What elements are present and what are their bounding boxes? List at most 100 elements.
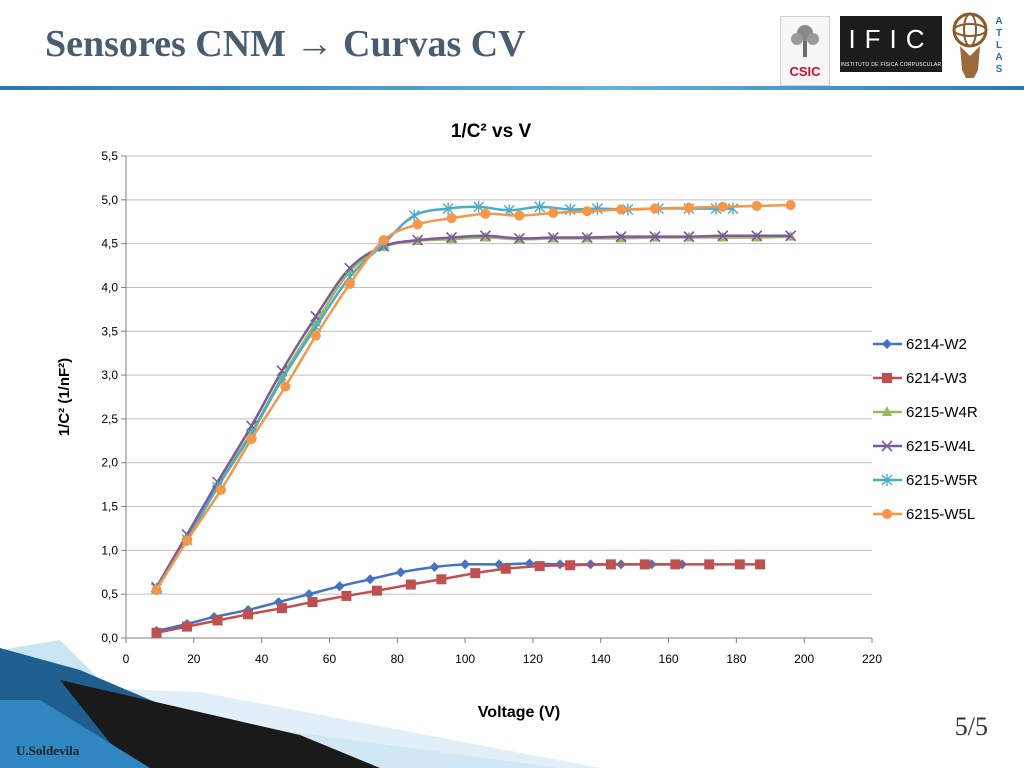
y-tick-label: 1,0 xyxy=(101,543,118,557)
legend-label: 6214-W3 xyxy=(906,370,967,387)
y-tick-label: 2,5 xyxy=(101,412,118,426)
data-point xyxy=(548,207,559,218)
y-tick-label: 3,0 xyxy=(101,368,118,382)
data-point xyxy=(341,590,352,601)
data-point xyxy=(615,231,627,243)
data-point xyxy=(215,484,226,495)
data-point xyxy=(412,219,423,230)
data-point xyxy=(785,230,797,242)
legend-label: 6215-W4R xyxy=(906,404,978,421)
data-point xyxy=(412,234,424,246)
series-6215-W4R xyxy=(151,230,796,593)
data-point xyxy=(565,560,576,571)
legend-label: 6215-W4L xyxy=(906,438,975,455)
data-point xyxy=(344,278,355,289)
series-line xyxy=(156,562,683,633)
y-axis-label: 1/C² (1/nF²) xyxy=(56,358,73,436)
x-tick-label: 160 xyxy=(659,652,679,666)
legend-label: 6214-W2 xyxy=(906,336,967,353)
data-point xyxy=(479,230,492,242)
corner-decoration xyxy=(0,640,600,768)
legend-marker xyxy=(882,509,892,519)
csic-logo-text: CSIC xyxy=(789,64,821,79)
data-point xyxy=(717,230,729,242)
x-tick-label: 200 xyxy=(794,652,814,666)
data-point xyxy=(378,235,389,246)
data-point xyxy=(670,559,681,570)
data-point xyxy=(212,615,223,626)
data-point xyxy=(751,230,763,242)
legend-item: 6215-W5R xyxy=(873,472,978,489)
slide-title: Sensores CNM → Curvas CV xyxy=(45,23,526,65)
y-tick-label: 0,0 xyxy=(101,631,118,645)
series-lines xyxy=(150,200,797,638)
data-point xyxy=(151,627,162,638)
data-point xyxy=(446,213,457,224)
legend-label: 6215-W5R xyxy=(906,472,978,489)
series-6214-W2 xyxy=(151,558,688,636)
data-point xyxy=(755,559,766,570)
x-tick-label: 20 xyxy=(187,652,201,666)
data-point xyxy=(616,204,627,215)
data-point xyxy=(182,621,193,632)
series-6215-W5R xyxy=(151,200,739,595)
series-line xyxy=(155,234,791,588)
y-tick-label: 4,5 xyxy=(101,237,118,251)
legend-marker xyxy=(882,373,892,383)
data-point xyxy=(310,330,321,341)
data-point xyxy=(470,568,481,579)
legend-item: 6214-W3 xyxy=(873,370,967,387)
data-point xyxy=(151,584,162,595)
y-tick-label: 1,5 xyxy=(101,500,118,514)
legend-item: 6214-W2 xyxy=(873,336,967,353)
legend-item: 6215-W4L xyxy=(873,438,975,455)
data-point xyxy=(442,202,454,215)
chart-title: 1/C² vs V xyxy=(451,121,532,142)
tree-icon xyxy=(791,25,819,57)
data-point xyxy=(582,206,593,217)
data-point xyxy=(734,559,745,570)
series-line xyxy=(155,205,733,590)
data-point xyxy=(639,559,650,570)
series-line xyxy=(155,235,791,589)
data-point xyxy=(395,567,406,578)
y-tick-label: 0,5 xyxy=(101,587,118,601)
y-tick-label: 4,0 xyxy=(101,280,118,294)
series-6215-W5L xyxy=(151,200,796,595)
data-point xyxy=(445,231,458,244)
data-point xyxy=(581,231,593,244)
data-point xyxy=(436,574,447,585)
data-point xyxy=(405,579,416,590)
data-point xyxy=(473,200,485,213)
data-point xyxy=(334,581,345,592)
data-point xyxy=(649,203,660,214)
ific-logo-subtitle: INSTITUTO DE FÍSICA CORPUSCULAR xyxy=(840,62,942,68)
atlas-figure-icon xyxy=(952,12,988,78)
x-tick-label: 0 xyxy=(123,652,130,666)
data-point xyxy=(304,589,315,600)
x-tick-label: 220 xyxy=(862,652,882,666)
data-point xyxy=(280,381,291,392)
legend-item: 6215-W4R xyxy=(873,404,978,421)
legend-marker xyxy=(881,440,893,452)
data-point xyxy=(243,609,254,620)
data-point xyxy=(480,208,491,219)
page-number: 5/5 xyxy=(954,712,988,741)
data-point xyxy=(717,201,728,212)
axes: 0,0 0,5 1,0 1,5 2,0 2,5 3,0 3,5 4,0 4,5 5,0 5,5 0 20 4… xyxy=(101,149,882,666)
data-point xyxy=(547,231,559,244)
data-point xyxy=(683,202,694,213)
y-tick-label: 3,5 xyxy=(101,324,118,338)
data-point xyxy=(785,200,796,211)
data-point xyxy=(460,559,471,570)
legend-item: 6215-W5L xyxy=(873,506,975,523)
ific-logo-text: IFIC xyxy=(848,24,934,54)
x-axis-label: Voltage (V) xyxy=(478,704,560,721)
data-point xyxy=(649,231,661,243)
data-point xyxy=(371,585,382,596)
series-6215-W4L xyxy=(150,230,797,593)
y-tick-label: 5,5 xyxy=(101,149,118,163)
